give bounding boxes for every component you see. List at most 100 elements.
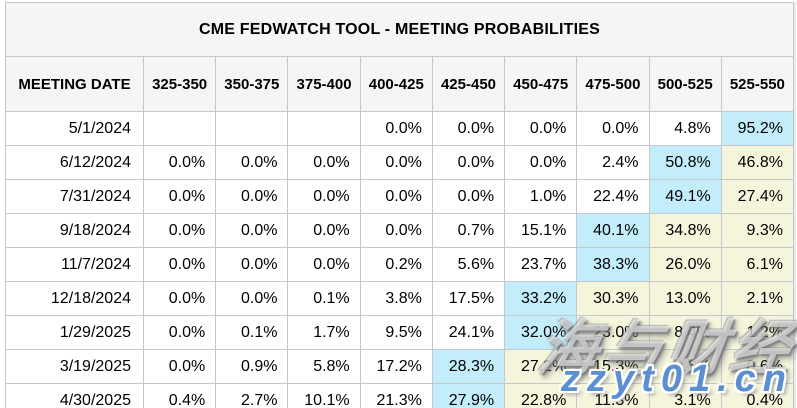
probability-cell: 10.1% <box>287 383 361 408</box>
probability-cell: 3.8% <box>359 281 433 316</box>
probability-cell: 9.3% <box>720 213 795 248</box>
table-row: 9/18/2024 0.0% 0.0% 0.0% 0.0% 0.7% 15.1% 40.1% 3… <box>5 213 795 248</box>
probability-cell: 0.0% <box>215 281 289 316</box>
header-rate-350-375: 350-375 <box>215 56 289 112</box>
probability-cell: 0.6% <box>720 349 795 384</box>
probability-cell: 32.0% <box>504 315 578 350</box>
probability-cell: 95.2% <box>720 111 795 146</box>
probability-cell: 26.0% <box>648 247 722 282</box>
probability-cell: 0.0% <box>142 315 217 350</box>
probability-cell: 0.0% <box>215 145 289 180</box>
probability-cell: 0.0% <box>359 179 433 214</box>
probability-cell: 0.0% <box>142 145 217 180</box>
header-meeting-date: MEETING DATE <box>5 56 144 112</box>
probability-cell: 40.1% <box>576 213 650 248</box>
probability-cell: 22.4% <box>576 179 650 214</box>
header-row: MEETING DATE 325-350 350-375 375-400 400… <box>5 56 795 112</box>
header-rate-525-550: 525-550 <box>720 56 795 112</box>
table-row: 4/30/2025 0.4% 2.7% 10.1% 21.3% 27.9% 22.8% 11.… <box>5 383 795 408</box>
header-rate-475-500: 475-500 <box>576 56 650 112</box>
probability-cell: 27.2% <box>504 349 578 384</box>
probability-cell: 15.3% <box>576 349 650 384</box>
meeting-probabilities-table: CME FEDWATCH TOOL - MEETING PROBABILITIE… <box>5 2 795 408</box>
probability-cell: 49.1% <box>648 179 722 214</box>
probability-cell: 0.0% <box>215 213 289 248</box>
probability-cell: 0.0% <box>359 145 433 180</box>
probability-cell: 13.0% <box>648 281 722 316</box>
table-row: 7/31/2024 0.0% 0.0% 0.0% 0.0% 0.0% 1.0% 22.4% 49… <box>5 179 795 214</box>
probability-cell: 22.8% <box>504 383 578 408</box>
probability-cell: 17.5% <box>431 281 506 316</box>
probability-cell: 2.4% <box>576 145 650 180</box>
meeting-date-cell: 6/12/2024 <box>5 145 144 180</box>
probability-cell <box>287 111 361 146</box>
probability-cell: 0.0% <box>359 111 433 146</box>
probability-cell: 5.6% <box>431 247 506 282</box>
table-row: 12/18/2024 0.0% 0.0% 0.1% 3.8% 17.5% 33.2% 30.3… <box>5 281 795 316</box>
probability-cell: 0.0% <box>287 213 361 248</box>
probability-cell: 0.0% <box>142 213 217 248</box>
probability-cell: 23.0% <box>576 315 650 350</box>
table-body: 5/1/2024 0.0% 0.0% 0.0% 0.0% 4.8% 95.2% 6/12/20… <box>5 111 795 408</box>
title-row: CME FEDWATCH TOOL - MEETING PROBABILITIE… <box>5 2 794 57</box>
probability-cell: 0.0% <box>142 247 217 282</box>
meeting-date-cell: 11/7/2024 <box>5 247 144 282</box>
probability-cell: 15.1% <box>504 213 578 248</box>
meeting-date-cell: 3/19/2025 <box>5 349 144 384</box>
probability-cell: 38.3% <box>576 247 650 282</box>
table-row: 1/29/2025 0.0% 0.1% 1.7% 9.5% 24.1% 32.0% 23.0%… <box>5 315 795 350</box>
probability-cell: 0.0% <box>359 213 433 248</box>
probability-cell: 21.3% <box>359 383 433 408</box>
table-row: 3/19/2025 0.0% 0.9% 5.8% 17.2% 28.3% 27.2% 15.3… <box>5 349 795 384</box>
probability-cell: 0.0% <box>287 179 361 214</box>
probability-cell: 0.0% <box>504 145 578 180</box>
probability-cell: 46.8% <box>720 145 795 180</box>
probability-cell: 3.1% <box>648 383 722 408</box>
header-rate-500-525: 500-525 <box>648 56 722 112</box>
probability-cell: 23.7% <box>504 247 578 282</box>
probability-cell: 27.4% <box>720 179 795 214</box>
probability-cell: 0.0% <box>287 145 361 180</box>
probability-cell: 0.4% <box>720 383 795 408</box>
meeting-date-cell: 7/31/2024 <box>5 179 144 214</box>
probability-cell: 11.3% <box>576 383 650 408</box>
probability-cell: 4.8% <box>648 111 722 146</box>
probability-cell: 0.0% <box>431 111 506 146</box>
probability-cell: 34.8% <box>648 213 722 248</box>
probability-cell: 28.3% <box>431 349 506 384</box>
probability-cell: 33.2% <box>504 281 578 316</box>
probability-cell: 0.0% <box>142 281 217 316</box>
meeting-date-cell: 4/30/2025 <box>5 383 144 408</box>
probability-cell: 0.0% <box>142 349 217 384</box>
probability-cell: 0.2% <box>359 247 433 282</box>
probability-cell: 50.8% <box>648 145 722 180</box>
probability-cell: 0.7% <box>431 213 506 248</box>
probability-cell: 0.1% <box>215 315 289 350</box>
probability-cell <box>142 111 217 146</box>
table-row: 6/12/2024 0.0% 0.0% 0.0% 0.0% 0.0% 0.0% 2.4% 50.… <box>5 145 795 180</box>
probability-cell: 24.1% <box>431 315 506 350</box>
meeting-date-cell: 1/29/2025 <box>5 315 144 350</box>
probability-cell: 0.0% <box>576 111 650 146</box>
meeting-date-cell: 9/18/2024 <box>5 213 144 248</box>
probability-cell: 2.7% <box>215 383 289 408</box>
table-row: 11/7/2024 0.0% 0.0% 0.0% 0.2% 5.6% 23.7% 38.3% 2… <box>5 247 795 282</box>
probability-cell: 9.5% <box>359 315 433 350</box>
probability-cell: 4.6% <box>648 349 722 384</box>
header-rate-425-450: 425-450 <box>431 56 506 112</box>
header-rate-450-475: 450-475 <box>504 56 578 112</box>
probability-cell: 2.1% <box>720 281 795 316</box>
probability-cell: 0.0% <box>287 247 361 282</box>
probability-cell: 0.4% <box>142 383 217 408</box>
probability-cell: 8.4% <box>648 315 722 350</box>
header-rate-375-400: 375-400 <box>287 56 361 112</box>
probability-cell: 27.9% <box>431 383 506 408</box>
probability-cell: 17.2% <box>359 349 433 384</box>
probability-cell: 0.0% <box>431 145 506 180</box>
probability-cell: 0.9% <box>215 349 289 384</box>
header-rate-325-350: 325-350 <box>142 56 217 112</box>
table-title: CME FEDWATCH TOOL - MEETING PROBABILITIE… <box>5 2 794 57</box>
probability-cell: 6.1% <box>720 247 795 282</box>
probability-cell: 0.0% <box>215 179 289 214</box>
